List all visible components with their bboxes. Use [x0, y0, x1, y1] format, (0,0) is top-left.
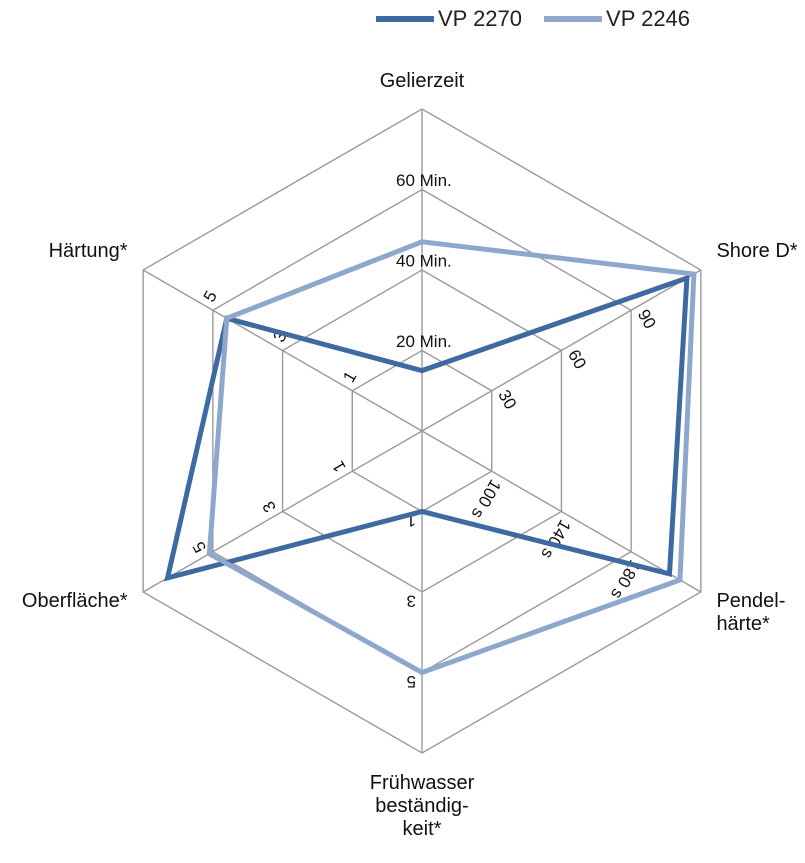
- tick-label-axis3-1: 1: [407, 511, 416, 530]
- axis-label-3-line-2: keit*: [403, 818, 442, 840]
- axis-label-4-line-0: Oberfläche*: [22, 590, 128, 612]
- axis-label-1-line-0: Shore D*: [716, 240, 797, 262]
- axis-label-3-line-0: Frühwasser: [370, 772, 475, 794]
- legend-item-vp2246: VP 2246: [544, 6, 690, 32]
- axis-label-0: Gelierzeit: [380, 70, 465, 92]
- legend-label-vp2246: VP 2246: [606, 6, 691, 31]
- tick-label-axis0-2: 40 Min.: [396, 251, 452, 270]
- tick-label-axis3-2: 3: [407, 592, 416, 611]
- spoke-1: [421, 269, 702, 432]
- legend: VP 2270 VP 2246: [376, 6, 712, 32]
- tick-label-axis2-1: 100 s: [467, 476, 504, 522]
- tick-label-axis2-2: 140 s: [537, 516, 574, 562]
- legend-swatch-vp2270: [376, 16, 434, 22]
- spoke-5: [142, 269, 423, 432]
- tick-label-axis1-2: 60: [564, 346, 590, 372]
- tick-label-axis1-3: 90: [634, 306, 660, 332]
- axis-label-2-line-0: Pendel-: [716, 590, 785, 612]
- tick-label-axis3-3: 5: [407, 672, 416, 691]
- tick-label-axis4-2: 3: [259, 498, 280, 516]
- axis-label-5: Härtung*: [49, 240, 128, 262]
- tick-label-axis4-1: 1: [329, 458, 350, 476]
- legend-label-vp2270: VP 2270: [438, 6, 523, 31]
- spoke-2: [421, 430, 702, 593]
- spoke-4: [142, 430, 423, 593]
- axis-label-3: Frühwasser beständig-keit*: [370, 772, 475, 840]
- legend-swatch-vp2246: [544, 16, 603, 22]
- tick-label-axis5-1: 1: [339, 368, 360, 386]
- axis-label-5-line-0: Härtung*: [49, 240, 128, 262]
- axis-label-4: Oberfläche*: [22, 590, 128, 612]
- tick-label-axis1-1: 30: [494, 387, 520, 413]
- axis-label-2-line-1: härte*: [716, 613, 770, 635]
- axis-label-1: Shore D*: [716, 240, 797, 262]
- tick-label-axis0-3: 60 Min.: [396, 171, 452, 190]
- legend-item-vp2270: VP 2270: [376, 6, 522, 32]
- axis-label-3-line-1: beständig-: [375, 795, 468, 817]
- axis-label-0-line-0: Gelierzeit: [380, 70, 465, 92]
- tick-label-axis5-3: 5: [200, 288, 221, 306]
- tick-label-axis0-1: 20 Min.: [396, 332, 452, 351]
- axis-label-2: Pendel-härte*: [716, 590, 785, 635]
